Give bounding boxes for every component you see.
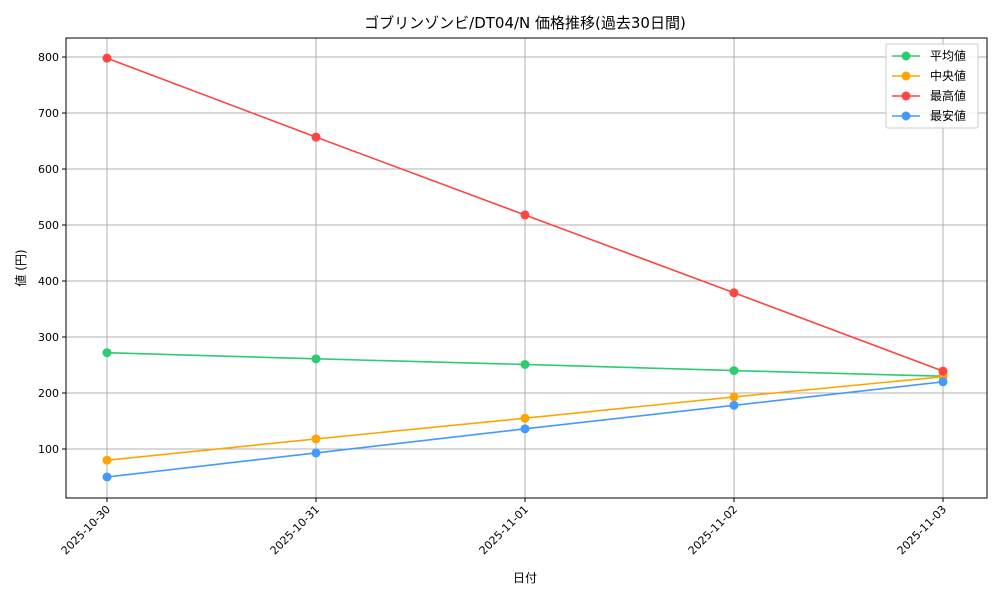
data-point (729, 366, 739, 376)
data-point (938, 366, 948, 376)
data-point (520, 413, 530, 423)
data-point (102, 53, 112, 63)
data-point (311, 434, 321, 444)
y-tick-label: 100 (38, 443, 59, 456)
data-point (520, 210, 530, 220)
y-axis-label: 値 (円) (13, 249, 28, 286)
legend-label: 最高値 (930, 88, 966, 103)
x-tick-label: 2025-11-01 (477, 503, 531, 557)
legend-marker (901, 71, 911, 81)
y-tick-label: 300 (38, 331, 59, 344)
y-tick-label: 200 (38, 387, 59, 400)
data-point (102, 455, 112, 465)
plot-area-frame (65, 37, 988, 499)
legend-marker (901, 51, 911, 61)
legend-label: 中央値 (930, 68, 966, 83)
y-tick-label: 400 (38, 275, 59, 288)
data-point (729, 400, 739, 410)
legend-marker (901, 91, 911, 101)
legend-marker (901, 111, 911, 121)
legend-label: 最安値 (930, 108, 966, 123)
data-point (311, 448, 321, 458)
data-point (311, 354, 321, 364)
x-tick-label: 2025-10-30 (59, 503, 113, 557)
legend-label: 平均値 (930, 48, 966, 63)
y-tick-label: 700 (38, 107, 59, 120)
x-tick-label: 2025-10-31 (268, 503, 322, 557)
data-point (520, 359, 530, 369)
data-point (729, 392, 739, 402)
y-tick-label: 800 (38, 51, 59, 64)
y-tick-label: 600 (38, 163, 59, 176)
x-axis-label: 日付 (513, 571, 537, 585)
data-point (938, 377, 948, 387)
x-tick-label: 2025-11-03 (895, 503, 949, 557)
x-tick-label: 2025-11-02 (686, 503, 740, 557)
chart-title: ゴブリンゾンビ/DT04/N 価格推移(過去30日間) (364, 14, 686, 32)
data-point (520, 424, 530, 434)
data-point (311, 132, 321, 142)
data-point (729, 288, 739, 298)
data-point (102, 472, 112, 482)
data-point (102, 348, 112, 358)
y-tick-label: 500 (38, 219, 59, 232)
legend-box (885, 43, 979, 129)
